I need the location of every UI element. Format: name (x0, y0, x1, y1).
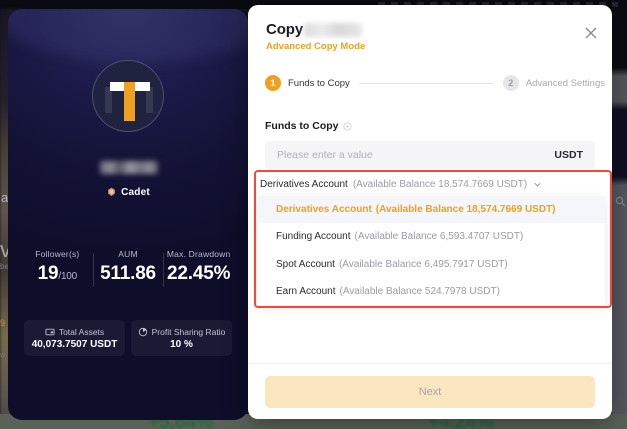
avatar[interactable] (92, 60, 164, 132)
close-icon[interactable] (583, 25, 599, 41)
stat-max-drawdown: Max. Drawdown 22.45% (163, 249, 234, 287)
stepper-connector (358, 82, 494, 84)
option-name: Derivatives Account (276, 204, 372, 216)
account-dropdown-list[interactable]: Derivatives Account (Available Balance 1… (258, 196, 605, 305)
modal-subtitle: Advanced Copy Mode (266, 41, 366, 52)
modal-title-masked-name (304, 22, 363, 37)
search-icon[interactable] (615, 196, 626, 207)
avatar-deco-right (146, 87, 153, 113)
dropdown-option-earn[interactable]: Earn Account (Available Balance 524.7978… (258, 278, 605, 305)
badge-label: Cadet (121, 187, 150, 198)
option-balance: (Available Balance 6,495.7917 USDT) (338, 258, 508, 270)
stat-aum: AUM 511.86 (92, 249, 164, 287)
step-funds-to-copy[interactable]: 1 Funds to Copy (265, 75, 350, 91)
option-balance: (Available Balance 6,593.4707 USDT) (354, 231, 524, 243)
profile-mini-cards: Total Assets 40,073.7507 USDT Profit Sha… (24, 320, 232, 356)
step-label: Funds to Copy (288, 77, 350, 89)
selected-account-name: Derivatives Account (260, 178, 348, 190)
amount-placeholder: Please enter a value (277, 149, 373, 161)
card-value: 40,073.7507 USDT (31, 338, 118, 350)
dropdown-option-spot[interactable]: Spot Account (Available Balance 6,495.79… (258, 251, 605, 278)
username-masked (100, 161, 158, 174)
account-select-trigger[interactable]: Derivatives Account (Available Balance 1… (260, 174, 604, 194)
medal-icon (108, 187, 116, 197)
section-label: Funds to Copy (265, 120, 339, 132)
trader-rank-badge: Cadet (8, 187, 248, 198)
modal-title: Copy (266, 21, 304, 38)
background-fragment-v: v (0, 237, 11, 262)
background-fragment-9: 9 (0, 318, 6, 328)
background-fragment-a: a (1, 190, 9, 205)
stat-label: Max. Drawdown (166, 249, 231, 259)
option-name: Spot Account (276, 258, 335, 270)
option-name: Funding Account (276, 231, 351, 243)
step-advanced-settings[interactable]: 2 Advanced Settings (502, 75, 605, 91)
chevron-down-icon (534, 182, 541, 187)
modal-footer: Next (248, 363, 612, 419)
avatar-deco-left (105, 87, 112, 113)
stat-label: AUM (118, 249, 138, 259)
amount-unit: USDT (554, 149, 583, 161)
background-topbar-items (378, 2, 618, 7)
step-number: 2 (502, 75, 519, 91)
stat-number: 19 (37, 263, 59, 284)
stat-followers: Follower(s) 19/100 (22, 249, 93, 285)
next-button[interactable]: Next (265, 375, 595, 408)
avatar-letter-stem (124, 82, 135, 121)
stepper: 1 Funds to Copy 2 Advanced Settings (265, 75, 605, 91)
profile-stats-row: Follower(s) 19/100 AUM 511.86 Max. Drawd… (22, 249, 234, 287)
card-sheen (8, 9, 248, 63)
stat-label: Follower(s) (35, 249, 80, 259)
amount-input[interactable]: Please enter a value USDT (265, 141, 595, 169)
background-fragment-be: be (0, 262, 9, 271)
card-profit-sharing-ratio: Profit Sharing Ratio 10 % (131, 320, 232, 356)
pie-chart-icon (138, 327, 147, 336)
dropdown-option-funding[interactable]: Funding Account (Available Balance 6,593… (258, 223, 605, 250)
funds-to-copy-label-row: Funds to Copy (265, 120, 352, 132)
option-balance: (Available Balance 524.7978 USDT) (339, 285, 500, 297)
dropdown-option-derivatives[interactable]: Derivatives Account (Available Balance 1… (258, 196, 605, 224)
option-name: Earn Account (276, 285, 336, 297)
info-icon[interactable] (342, 121, 352, 131)
trader-profile-card: Cadet Follower(s) 19/100 AUM 511.86 Max.… (8, 9, 248, 420)
background-topbar (0, 0, 627, 9)
step-number: 1 (265, 75, 281, 91)
wallet-icon (45, 328, 55, 335)
background-right-content (612, 9, 627, 429)
modal-header: Copy Advanced Copy Mode (248, 5, 612, 52)
card-label: Profit Sharing Ratio (151, 326, 226, 337)
option-balance: (Available Balance 18,574.7669 USDT) (375, 204, 556, 216)
stat-value: 22.45% (167, 263, 231, 284)
card-label: Total Assets (58, 326, 105, 337)
step-label: Advanced Settings (525, 77, 605, 89)
selected-account-balance: (Available Balance 18,574.7669 USDT) (352, 178, 528, 190)
stat-suffix: /100 (58, 271, 78, 282)
stat-value: 511.86 (100, 263, 156, 284)
card-value: 10 % (170, 338, 193, 350)
background-fragment-w: w (0, 352, 6, 359)
card-total-assets: Total Assets 40,073.7507 USDT (24, 320, 125, 356)
stat-value: 19/100 (22, 263, 93, 285)
